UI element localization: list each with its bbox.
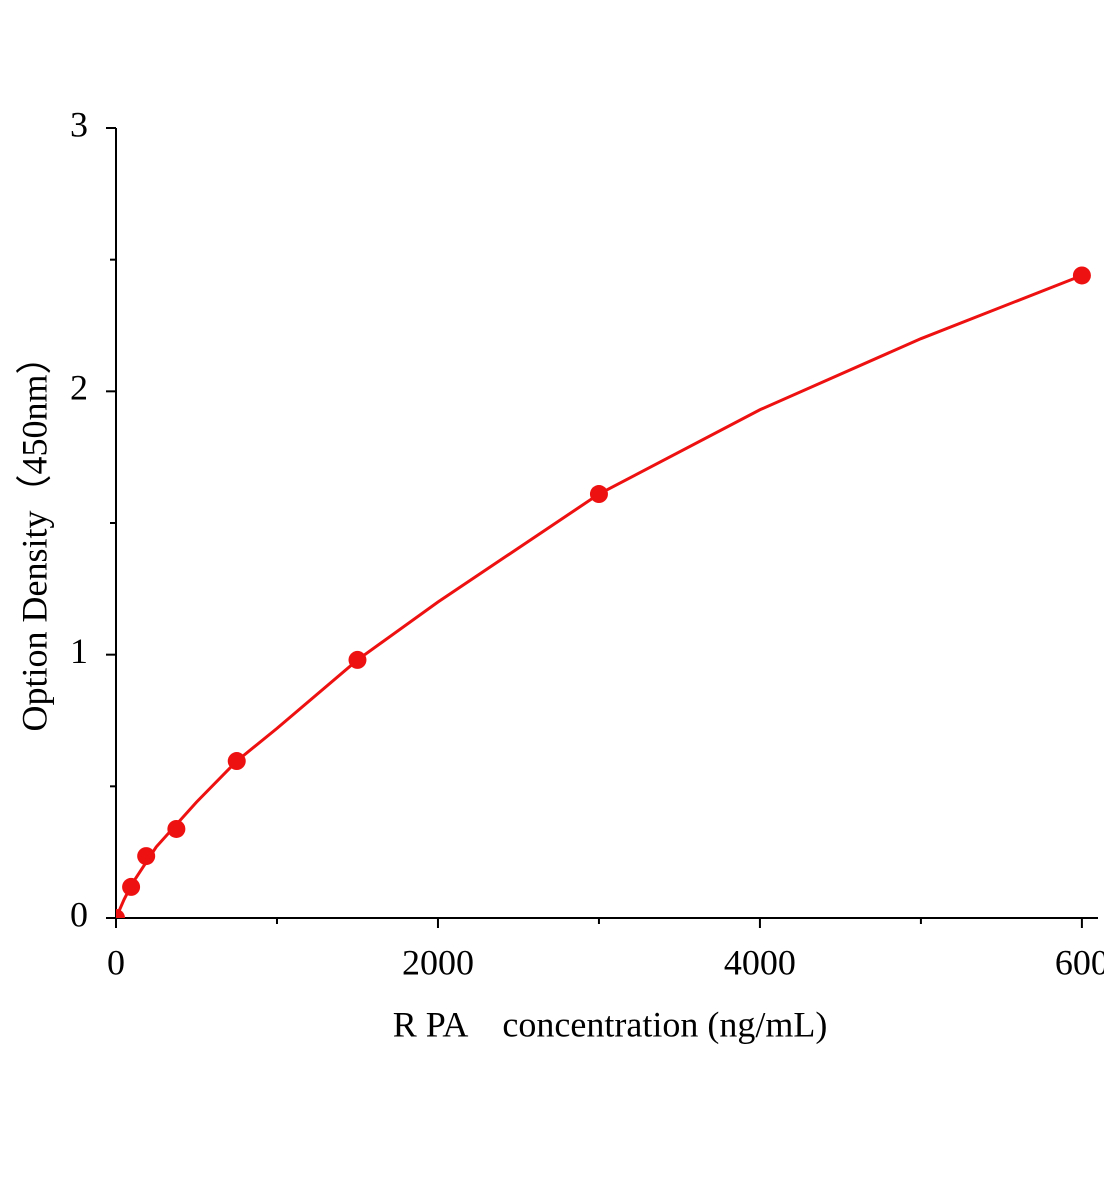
data-point bbox=[167, 819, 186, 838]
x-axis-label: R PA concentration (ng/mL) bbox=[393, 1004, 828, 1044]
y-tick-label: 0 bbox=[70, 894, 88, 934]
data-point bbox=[1072, 266, 1091, 285]
fit-curve bbox=[116, 274, 1083, 918]
y-tick-label: 2 bbox=[70, 368, 88, 408]
data-point bbox=[227, 752, 246, 771]
x-tick-label: 2000 bbox=[402, 942, 474, 982]
y-tick-label: 3 bbox=[70, 104, 88, 144]
data-point bbox=[116, 909, 125, 918]
data-point bbox=[589, 485, 608, 504]
y-tick-label: 1 bbox=[70, 631, 88, 671]
y-axis-label: Option Density（450nm） bbox=[14, 339, 54, 732]
data-point bbox=[348, 650, 367, 669]
data-point bbox=[122, 877, 141, 896]
plot-area bbox=[116, 266, 1091, 918]
data-point bbox=[137, 847, 156, 866]
x-tick-label: 0 bbox=[107, 942, 125, 982]
x-tick-label: 600 bbox=[1055, 942, 1104, 982]
x-tick-label: 4000 bbox=[724, 942, 796, 982]
